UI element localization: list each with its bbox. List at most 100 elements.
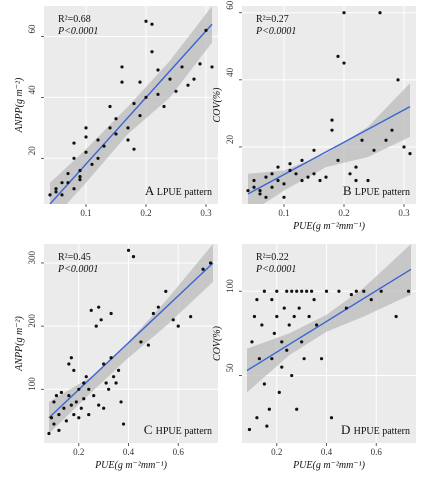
data-point [59,390,64,395]
data-point [102,144,106,148]
data-point [114,381,118,385]
data-point [57,412,61,417]
data-point [336,158,340,162]
data-point [69,403,73,407]
data-point [114,117,118,121]
y-tick-label: 50 [225,363,235,373]
data-point [114,132,118,136]
data-point [116,368,121,372]
data-point [264,175,268,179]
data-point [354,178,358,183]
data-point [324,289,329,293]
panel-d: 0.2 0.4 0.6 50 100 R²=0.22P<0.0001 D HPUE patt… [212,244,416,471]
regression-line [48,262,214,419]
confidence-band [248,83,410,204]
data-point [82,381,86,385]
data-point [192,77,196,81]
data-point [312,148,316,152]
gridlines [242,6,416,204]
data-point [250,340,254,344]
data-point [94,324,98,328]
confidence-band [49,244,213,434]
data-point [312,298,316,302]
x-tick-label: 0.2 [338,208,349,218]
data-point [52,400,56,404]
data-point [92,394,96,398]
y-tick-label: 60 [225,0,235,10]
data-point [120,65,124,69]
data-point [384,138,388,142]
data-point [208,261,213,265]
panel-b: 0.1 0.2 0.3 20 40 60 R²=0.27P<0.0001 B LPUE pat… [212,0,416,232]
data-point [60,193,64,197]
data-point [369,298,373,302]
data-point [64,419,68,423]
data-point [324,175,328,179]
data-point [52,422,56,426]
r-squared-label: R²=0.45 [58,252,91,263]
y-tick-label: 100 [27,377,37,391]
data-point [78,178,82,182]
data-point [97,305,101,309]
r-squared-label: R²=0.22 [256,252,289,263]
y-tick-label: 20 [27,146,37,156]
data-point [72,156,76,160]
data-point [72,187,76,191]
data-point [366,178,370,183]
panel-caption: B LPUE pattern [343,183,410,198]
panel-letter: A [145,183,157,198]
data-point [275,314,279,319]
confidence-band [50,6,212,204]
data-point [198,62,202,66]
data-point [290,373,294,378]
data-point [77,387,81,391]
data-point [54,190,58,194]
data-point [156,68,160,72]
data-point [109,356,113,360]
data-point [89,308,93,312]
data-point [126,138,130,142]
data-point [282,182,286,186]
data-point [201,267,205,271]
data-point [132,147,136,151]
data-points [247,289,411,432]
data-point [131,255,136,259]
data-point [275,289,279,293]
data-point [67,362,71,366]
data-point [318,178,322,183]
y-tick-label: 40 [27,85,37,95]
data-point [144,19,148,23]
x-axis-label: PUE(g m⁻²mm⁻¹) [292,221,365,232]
data-point [186,83,190,87]
data-point [302,357,306,361]
y-tick-label: 60 [27,24,37,34]
data-point [408,152,412,156]
data-point [270,172,274,176]
data-point [348,172,352,176]
p-value-label: P<0.0001 [57,26,98,37]
data-point [54,394,59,398]
confidence-band [247,244,411,393]
data-point [84,126,88,130]
panel-pattern: HPUE pattern [354,426,410,437]
panel-letter: C [144,422,156,437]
data-point [78,168,82,173]
data-point [97,403,101,407]
x-tick-label: 0.3 [200,208,212,218]
regression-line [49,23,213,204]
data-point [252,314,257,319]
data-point [394,314,398,319]
data-point [307,314,311,319]
data-point [349,292,353,297]
y-tick-label: 20 [225,134,235,144]
y-tick-label: 40 [225,67,235,77]
data-point [276,178,280,183]
data-point [107,387,111,391]
data-point [67,394,71,398]
data-point [210,65,214,69]
data-point [402,145,406,149]
data-point [288,162,292,166]
data-point [47,431,51,436]
data-point [277,390,281,395]
x-tick-label: 0.4 [321,447,333,457]
